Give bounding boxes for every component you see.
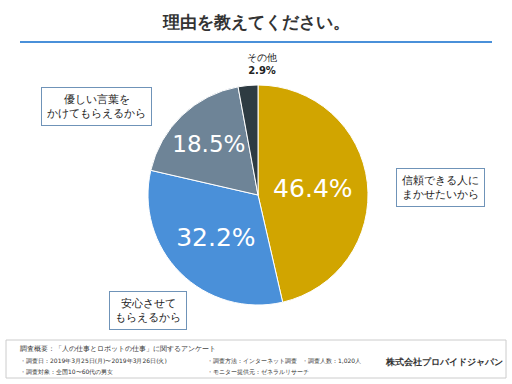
svg-text:安心させてもらえるから: 安心させてもらえるから bbox=[115, 297, 181, 324]
svg-text:・調査方法：インターネット調査: ・調査方法：インターネット調査 bbox=[207, 357, 297, 364]
svg-text:32.2%: 32.2% bbox=[176, 223, 255, 252]
svg-text:調査概要：「人の仕事とロボットの仕事」に関するアンケート: 調査概要：「人の仕事とロボットの仕事」に関するアンケート bbox=[20, 345, 216, 353]
svg-text:その他2.9%: その他2.9% bbox=[247, 52, 277, 76]
svg-text:・モニター提供元：ゼネラルリサーチ: ・モニター提供元：ゼネラルリサーチ bbox=[207, 368, 309, 375]
svg-text:理由を教えてください。: 理由を教えてください。 bbox=[162, 12, 350, 32]
svg-text:信頼できる人にまかせたいから: 信頼できる人にまかせたいから bbox=[402, 174, 479, 201]
svg-text:46.4%: 46.4% bbox=[273, 174, 352, 203]
svg-text:株式会社プロバイドジャパン: 株式会社プロバイドジャパン bbox=[385, 357, 503, 367]
svg-text:・調査対象：全国10〜60代の男女: ・調査対象：全国10〜60代の男女 bbox=[20, 368, 113, 375]
svg-text:18.5%: 18.5% bbox=[172, 131, 245, 157]
svg-text:・調査日：2019年3月25日(月)〜2019年3月26日(: ・調査日：2019年3月25日(月)〜2019年3月26日(火) bbox=[20, 357, 167, 364]
svg-text:・調査人数：1,020人: ・調査人数：1,020人 bbox=[302, 357, 361, 364]
svg-text:優しい言葉をかけてもらえるから: 優しい言葉をかけてもらえるから bbox=[47, 93, 146, 120]
